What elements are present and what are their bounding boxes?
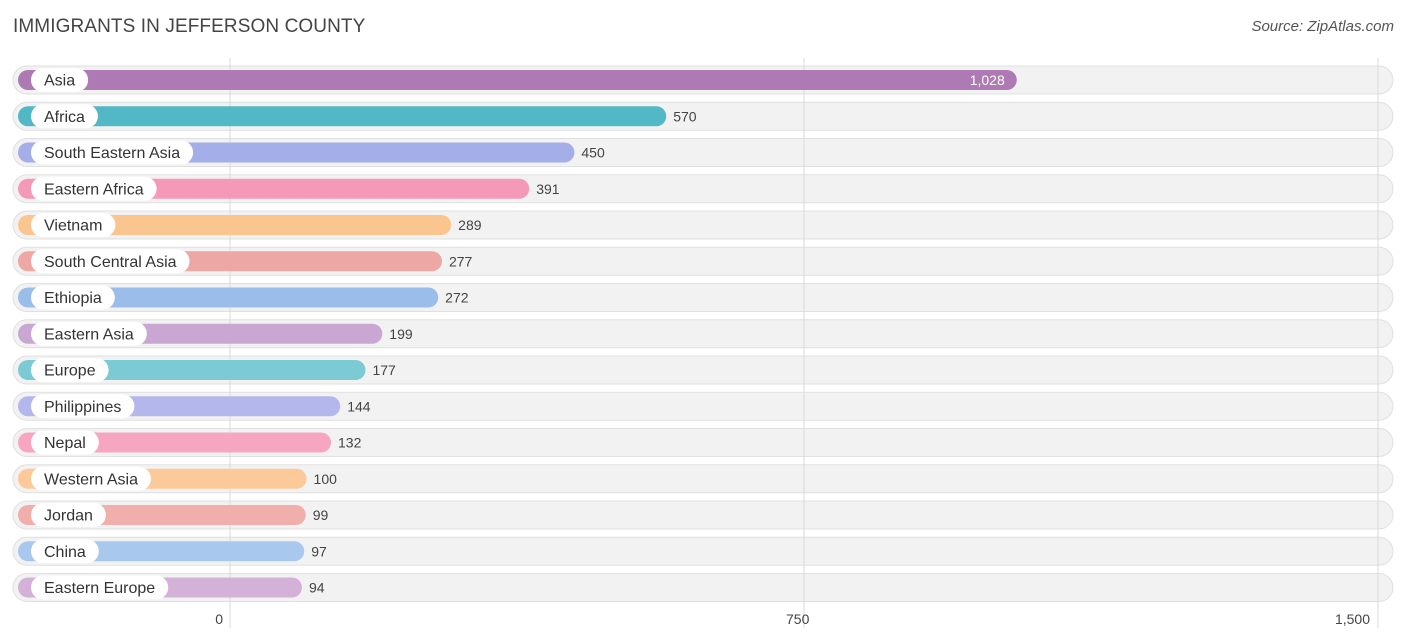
- bars: Asia 1,028 Africa 570 South Eastern Asia 450 E…: [18, 68, 1017, 600]
- bar-row[interactable]: Eastern Europe 94: [18, 575, 325, 600]
- bar-row[interactable]: Africa 570: [18, 104, 697, 129]
- value-label: 450: [581, 145, 605, 161]
- category-label: Western Asia: [44, 471, 138, 488]
- value-label: 100: [314, 471, 338, 487]
- category-label: Eastern Africa: [44, 181, 144, 198]
- bar-row[interactable]: Nepal 132: [18, 430, 362, 455]
- source-note: Source: ZipAtlas.com: [1251, 18, 1394, 35]
- category-label: Vietnam: [44, 218, 102, 235]
- bar-track: [12, 428, 1394, 457]
- category-label-pill: [31, 503, 106, 527]
- category-label-pill: [31, 430, 99, 455]
- value-label: 289: [458, 217, 482, 233]
- chart-title: IMMIGRANTS IN JEFFERSON COUNTY: [13, 16, 366, 37]
- x-tick-label: 750: [786, 611, 810, 627]
- bar[interactable]: [18, 70, 1017, 90]
- value-label: 99: [313, 507, 329, 523]
- bar-track: [12, 573, 1394, 602]
- bar-row[interactable]: Eastern Africa 391: [18, 176, 560, 201]
- category-label-pill: [31, 249, 190, 274]
- category-label: Eastern Asia: [44, 326, 134, 343]
- category-label-pill: [31, 213, 116, 237]
- bar-row[interactable]: China 97: [18, 539, 327, 564]
- category-label-pill: [31, 394, 135, 419]
- category-label: South Eastern Asia: [44, 145, 180, 162]
- bar-row[interactable]: Asia 1,028: [18, 68, 1017, 92]
- bar[interactable]: [18, 215, 452, 235]
- x-tick-label: 0: [215, 611, 223, 627]
- category-label: China: [44, 544, 86, 561]
- x-axis: 0 750 1,500: [215, 611, 1370, 627]
- value-label: 97: [311, 543, 327, 559]
- bar-track: [12, 500, 1394, 530]
- category-label: Philippines: [44, 399, 121, 416]
- category-label-pill: [31, 575, 169, 600]
- bar-track: [12, 464, 1394, 494]
- value-label: 177: [372, 362, 396, 378]
- value-label: 272: [445, 290, 469, 306]
- bar-row[interactable]: Ethiopia 272: [18, 285, 469, 310]
- value-label: 1,028: [970, 72, 1005, 88]
- bar-row[interactable]: South Central Asia 277: [18, 249, 473, 274]
- bar-row[interactable]: Europe 177: [18, 358, 396, 382]
- bar-row[interactable]: Philippines 144: [18, 394, 371, 419]
- bar-row[interactable]: Vietnam 289: [18, 213, 482, 237]
- bar-row[interactable]: Western Asia 100: [18, 466, 338, 491]
- category-label: Africa: [44, 109, 85, 126]
- bar[interactable]: [18, 287, 439, 308]
- value-label: 277: [449, 253, 473, 269]
- category-label: Nepal: [44, 435, 86, 452]
- value-label: 570: [673, 108, 697, 124]
- category-label-pill: [31, 321, 147, 346]
- category-label: South Central Asia: [44, 254, 177, 271]
- category-label-pill: [31, 539, 99, 564]
- bar-row[interactable]: Eastern Asia 199: [18, 321, 413, 346]
- bar-row[interactable]: South Eastern Asia 450: [18, 140, 605, 165]
- bar-track: [12, 536, 1394, 566]
- x-tick-label: 1,500: [1335, 611, 1370, 627]
- category-label-pill: [31, 285, 115, 310]
- category-label-pill: [31, 140, 194, 165]
- category-label: Europe: [44, 363, 96, 380]
- category-label: Asia: [44, 73, 75, 90]
- value-label: 199: [389, 326, 413, 342]
- value-label: 144: [347, 398, 371, 414]
- category-label-pill: [31, 104, 98, 129]
- category-label-pill: [31, 68, 89, 92]
- category-label-pill: [31, 466, 151, 491]
- category-label: Jordan: [44, 508, 93, 525]
- category-label: Eastern Europe: [44, 580, 155, 597]
- bar-track: [12, 391, 1394, 421]
- value-label: 94: [309, 580, 325, 596]
- category-label-pill: [31, 176, 157, 201]
- bar[interactable]: [18, 106, 667, 127]
- value-label: 391: [536, 181, 560, 197]
- category-label: Ethiopia: [44, 290, 102, 307]
- bar-row[interactable]: Jordan 99: [18, 503, 329, 527]
- category-label-pill: [31, 358, 109, 382]
- value-label: 132: [338, 435, 362, 451]
